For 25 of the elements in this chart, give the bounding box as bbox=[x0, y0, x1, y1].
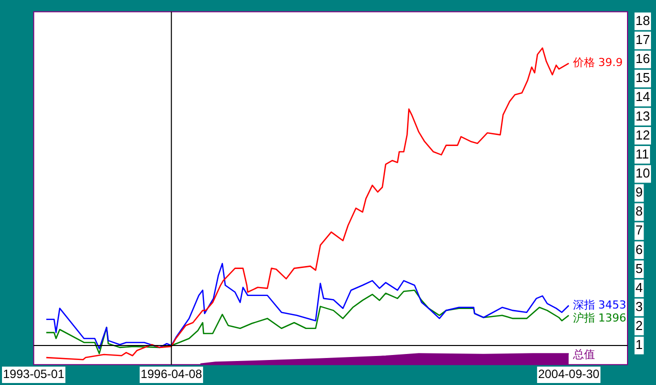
series-label: 总值 bbox=[572, 348, 595, 362]
y-tick-label: 8 bbox=[636, 204, 643, 219]
x-tick-label: 1993-05-01 bbox=[2, 367, 65, 382]
y-tick-label: 6 bbox=[636, 242, 643, 257]
series-label: 沪指 1396 bbox=[572, 311, 626, 324]
y-tick-label: 14 bbox=[636, 89, 650, 104]
y-tick-label: 2 bbox=[636, 318, 643, 334]
y-tick-label: 4 bbox=[636, 280, 643, 295]
y-tick-label: 5 bbox=[636, 260, 643, 276]
y-tick-label: 1 bbox=[636, 337, 643, 352]
y-tick-label: 7 bbox=[636, 222, 643, 238]
series-label: 价格 39.9 bbox=[572, 56, 623, 70]
y-tick-label: 9 bbox=[636, 184, 643, 200]
y-tick-label: 16 bbox=[636, 51, 650, 66]
x-tick-label: 1996-04-08 bbox=[140, 367, 202, 382]
y-tick-label: 15 bbox=[636, 70, 650, 86]
series-label: 深指 3453 bbox=[572, 298, 626, 312]
y-tick-label: 17 bbox=[636, 32, 650, 47]
y-tick-label: 12 bbox=[636, 127, 650, 142]
y-tick-label: 10 bbox=[636, 165, 650, 180]
y-tick-label: 13 bbox=[636, 108, 650, 124]
y-tick-label: 18 bbox=[636, 12, 650, 28]
y-tick-label: 11 bbox=[636, 146, 650, 162]
y-tick-label: 3 bbox=[636, 298, 643, 314]
x-tick-label: 2004-09-30 bbox=[538, 367, 600, 382]
